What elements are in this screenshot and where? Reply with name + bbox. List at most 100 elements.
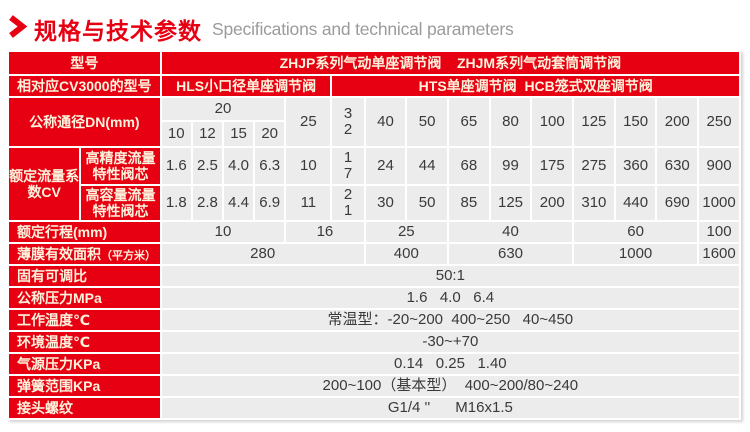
spec-row-label: 气源压力KPa: [9, 354, 160, 374]
area-label-text: 薄膜有效面积: [17, 245, 101, 262]
stroke-label: 额定行程(mm): [9, 222, 160, 242]
spec-row-value: 常温型：-20~200 400~250 40~450: [161, 310, 739, 330]
model-value: ZHJP系列气动单座调节阀 ZHJM系列气动套筒调节阀: [161, 52, 739, 74]
stroke-value-cell: 40: [448, 222, 573, 242]
cv-value-cell: 1.8: [161, 186, 191, 220]
cv-value-cell-stacked: 1 7: [332, 148, 364, 184]
chevron-right-icon: [8, 14, 28, 43]
row-diaphragm-area: 薄膜有效面积（平方米） 280 400 630 1000 1600: [9, 244, 739, 264]
cv-label: 额定流量系数CV: [9, 148, 80, 220]
cv-value-cell: 2.5: [192, 148, 222, 184]
page-subtitle: Specifications and technical parameters: [212, 19, 514, 39]
dn-value-cell: 125: [574, 98, 614, 146]
stroke-value-cell: 16: [286, 222, 364, 242]
row-dn-group: 公称通径DN(mm) 20 25 3 2 40 50 65 80 100 125…: [9, 98, 739, 146]
dn-value-cell: 80: [490, 98, 531, 146]
dn-value-cell: 100: [532, 98, 573, 146]
area-value-cell: 630: [448, 244, 573, 264]
cv-value-cell: 900: [699, 148, 739, 184]
stacked-digit: 1: [343, 202, 353, 219]
dn-group-header: 20: [161, 98, 285, 120]
row-cv3000: 相对应CV3000的型号 HLS小口径单座调节阀 HTS单座调节阀 HCB笼式双…: [9, 76, 739, 96]
cv3000-hls-value: HLS小口径单座调节阀: [161, 76, 331, 96]
area-label: 薄膜有效面积（平方米）: [9, 244, 160, 264]
stroke-value-cell: 100: [699, 222, 739, 242]
cv3000-label: 相对应CV3000的型号: [9, 76, 160, 96]
cv-value-cell: 4.4: [223, 186, 254, 220]
cv-plug-label: 高容量流量特性阀芯: [81, 186, 160, 220]
dn-value-cell: 50: [407, 98, 447, 146]
dn-value-cell: 20: [255, 122, 285, 146]
spec-row-label: 弹簧范围KPa: [9, 376, 160, 396]
dn-value-cell: 250: [699, 98, 739, 146]
cv-value-cell: 99: [490, 148, 531, 184]
cv-value-cell: 275: [574, 148, 614, 184]
cv-value-cell: 310: [574, 186, 614, 220]
stacked-digit: 1: [343, 149, 353, 167]
stacked-digit: 3: [343, 105, 353, 123]
cv-value-cell: 2.8: [192, 186, 222, 220]
cv-value-cell: 11: [286, 186, 331, 220]
dn-value-cell: 65: [448, 98, 489, 146]
cv-value-cell: 68: [448, 148, 489, 184]
area-label-note: （平方米）: [101, 249, 156, 262]
spec-row-label: 环境温度℃: [9, 332, 160, 352]
area-value-cell: 1600: [699, 244, 739, 264]
row-dn-small: 10 12 15 20: [9, 122, 739, 146]
page-title: 规格与技术参数: [34, 18, 202, 44]
cv-value-cell: 440: [615, 186, 656, 220]
dn-value-cell: 25: [286, 98, 331, 146]
page-header: 规格与技术参数 Specifications and technical par…: [0, 0, 750, 50]
row-cv-high-capacity: 高容量流量特性阀芯 1.8 2.8 4.4 6.9 11 2 1 30 50 8…: [9, 186, 739, 220]
dn-value-cell: 200: [657, 98, 698, 146]
stroke-value-cell: 25: [365, 222, 447, 242]
row-working-temperature: 工作温度℃ 常温型：-20~200 400~250 40~450: [9, 310, 739, 330]
cv-value-cell: 6.3: [255, 148, 285, 184]
model-label: 型号: [9, 52, 160, 74]
cv-value-cell: 24: [365, 148, 406, 184]
cv-value-cell-stacked: 2 1: [332, 186, 364, 220]
cv-plug-label: 高精度流量特性阀芯: [81, 148, 160, 184]
stroke-value-cell: 10: [161, 222, 285, 242]
cv-value-cell: 44: [407, 148, 447, 184]
spec-row-label: 固有可调比: [9, 266, 160, 286]
dn-value-cell: 40: [365, 98, 406, 146]
spec-row-label: 工作温度℃: [9, 310, 160, 330]
cv-value-cell: 200: [532, 186, 573, 220]
spec-row-label: 公称压力MPa: [9, 288, 160, 308]
cv-value-cell: 1.6: [161, 148, 191, 184]
cv-value-cell: 50: [407, 186, 447, 220]
row-stroke: 额定行程(mm) 10 16 25 40 60 100: [9, 222, 739, 242]
cv-value-cell: 125: [490, 186, 531, 220]
dn-value-cell-stacked: 3 2: [332, 98, 364, 146]
row-nominal-pressure: 公称压力MPa 1.6 4.0 6.4: [9, 288, 739, 308]
dn-value-cell: 10: [161, 122, 191, 146]
row-spring-range: 弹簧范围KPa 200~100（基本型） 400~200/80~240: [9, 376, 739, 396]
row-model: 型号 ZHJP系列气动单座调节阀 ZHJM系列气动套筒调节阀: [9, 52, 739, 74]
cv3000-hts-value: HTS单座调节阀 HCB笼式双座调节阀: [332, 76, 739, 96]
row-ambient-temperature: 环境温度℃ -30~+70: [9, 332, 739, 352]
cv-value-cell: 30: [365, 186, 406, 220]
dn-value-cell: 15: [223, 122, 254, 146]
area-value-cell: 1000: [574, 244, 698, 264]
stacked-digit: 7: [343, 165, 353, 182]
cv-value-cell: 630: [657, 148, 698, 184]
stacked-digit: 2: [343, 121, 353, 138]
row-cv-high-precision: 额定流量系数CV 高精度流量特性阀芯 1.6 2.5 4.0 6.3 10 1 …: [9, 148, 739, 220]
spec-row-label: 接头螺纹: [9, 398, 160, 418]
spec-row-value: 200~100（基本型） 400~200/80~240: [161, 376, 739, 396]
dn-value-cell: 12: [192, 122, 222, 146]
spec-row-value: 1.6 4.0 6.4: [161, 288, 739, 308]
cv-value-cell: 4.0: [223, 148, 254, 184]
row-air-supply-pressure: 气源压力KPa 0.14 0.25 1.40: [9, 354, 739, 374]
area-value-cell: 400: [365, 244, 447, 264]
cv-value-cell: 10: [286, 148, 331, 184]
spec-row-value: 0.14 0.25 1.40: [161, 354, 739, 374]
spec-row-value: G1/4 '' M16x1.5: [161, 398, 739, 418]
cv-value-cell: 1000: [699, 186, 739, 220]
dn-value-cell: 150: [615, 98, 656, 146]
row-connector-thread: 接头螺纹 G1/4 '' M16x1.5: [9, 398, 739, 418]
dn-label: 公称通径DN(mm): [9, 98, 160, 146]
cv-value-cell: 360: [615, 148, 656, 184]
